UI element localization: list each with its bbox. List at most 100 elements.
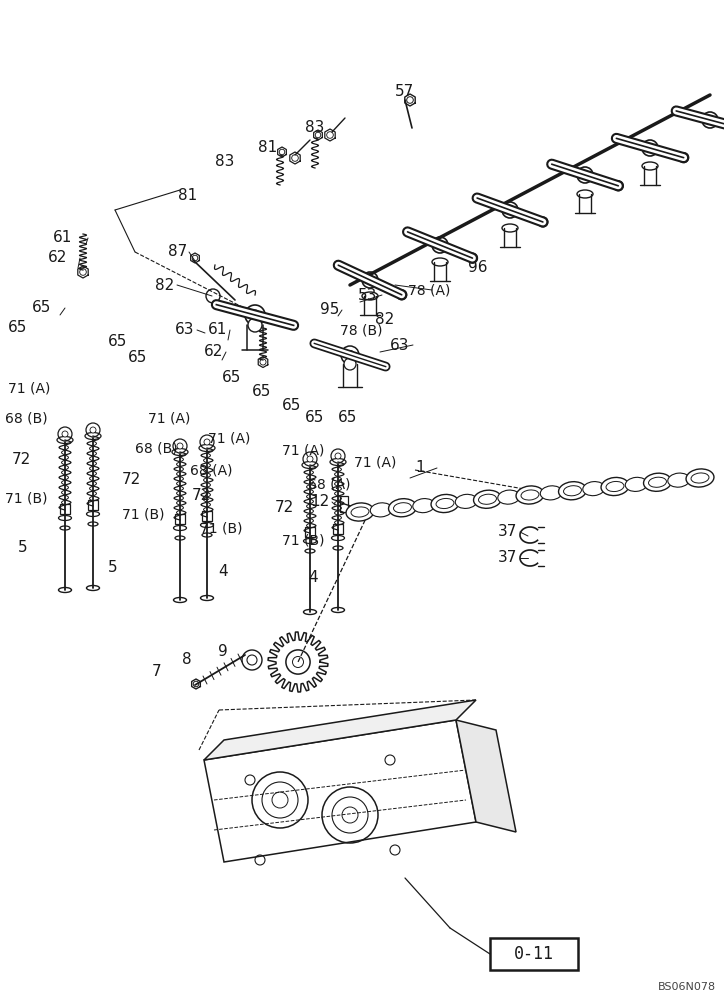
Ellipse shape: [86, 585, 99, 590]
Bar: [490, 938, 578, 970]
Text: 68 (B): 68 (B): [135, 441, 177, 455]
Ellipse shape: [563, 486, 581, 496]
Ellipse shape: [606, 481, 624, 492]
Text: 71 (B): 71 (B): [282, 533, 324, 547]
Ellipse shape: [174, 597, 187, 602]
Circle shape: [335, 453, 341, 459]
Circle shape: [642, 140, 658, 156]
Ellipse shape: [473, 490, 502, 508]
Text: 65: 65: [222, 370, 241, 385]
Text: 65: 65: [305, 410, 324, 426]
Circle shape: [242, 650, 262, 670]
Text: 8: 8: [182, 652, 192, 668]
Ellipse shape: [626, 477, 647, 491]
Text: 63: 63: [390, 338, 410, 353]
Ellipse shape: [332, 536, 345, 540]
Text: 81: 81: [178, 188, 197, 204]
Bar: [202, 511, 212, 521]
Ellipse shape: [455, 494, 477, 508]
Text: 61: 61: [208, 322, 227, 338]
Ellipse shape: [389, 499, 416, 517]
Ellipse shape: [479, 494, 497, 504]
Ellipse shape: [516, 486, 544, 504]
Text: 0-11: 0-11: [514, 945, 554, 963]
Text: 9: 9: [218, 645, 228, 660]
Circle shape: [307, 456, 313, 462]
Text: 71 (B): 71 (B): [5, 491, 48, 505]
Text: 65: 65: [282, 398, 301, 414]
Circle shape: [502, 202, 518, 218]
Text: 37: 37: [498, 524, 518, 540]
Ellipse shape: [601, 477, 629, 496]
Text: 96: 96: [468, 260, 487, 275]
Ellipse shape: [431, 494, 459, 513]
Circle shape: [292, 656, 303, 668]
Text: 57: 57: [395, 85, 414, 100]
Text: 78 (B): 78 (B): [340, 323, 382, 337]
Text: 72: 72: [122, 473, 141, 488]
Circle shape: [468, 253, 477, 263]
Text: 37: 37: [498, 550, 518, 566]
Ellipse shape: [521, 490, 539, 500]
Text: 81: 81: [258, 140, 277, 155]
Text: 65: 65: [8, 320, 28, 336]
Circle shape: [362, 272, 378, 288]
Circle shape: [678, 153, 689, 163]
Ellipse shape: [558, 482, 586, 500]
Ellipse shape: [540, 486, 563, 500]
Text: 72: 72: [192, 488, 211, 504]
Text: 12: 12: [310, 494, 329, 510]
Text: 63: 63: [175, 322, 195, 338]
Circle shape: [538, 217, 548, 227]
Ellipse shape: [351, 507, 369, 517]
Ellipse shape: [644, 473, 671, 491]
Ellipse shape: [172, 448, 188, 456]
Circle shape: [62, 431, 68, 437]
Circle shape: [702, 112, 718, 128]
Text: BS06N078: BS06N078: [658, 982, 716, 992]
Text: 71 (B): 71 (B): [122, 508, 164, 522]
Text: 82: 82: [375, 312, 395, 328]
Ellipse shape: [330, 458, 346, 466]
Text: 53: 53: [358, 288, 377, 302]
Ellipse shape: [59, 516, 72, 520]
Bar: [333, 524, 343, 534]
Bar: [60, 504, 70, 514]
Text: 82: 82: [155, 277, 174, 292]
Text: 65: 65: [108, 334, 127, 350]
Ellipse shape: [174, 526, 187, 530]
Ellipse shape: [394, 503, 411, 513]
Ellipse shape: [85, 432, 101, 440]
Ellipse shape: [686, 469, 714, 487]
Text: 71 (A): 71 (A): [148, 411, 190, 425]
Ellipse shape: [436, 498, 454, 509]
Ellipse shape: [370, 503, 392, 517]
Bar: [88, 500, 98, 510]
Text: 71 (A): 71 (A): [8, 381, 51, 395]
Bar: [305, 527, 315, 537]
Bar: [340, 496, 348, 512]
Text: 62: 62: [48, 250, 67, 265]
Text: 65: 65: [338, 410, 358, 426]
Ellipse shape: [303, 538, 316, 544]
Text: 5: 5: [18, 540, 28, 556]
Text: 71 (A): 71 (A): [208, 431, 251, 445]
Polygon shape: [456, 720, 516, 832]
Ellipse shape: [691, 473, 709, 483]
Circle shape: [613, 181, 623, 191]
Bar: [175, 514, 185, 524]
Text: 72: 72: [275, 500, 294, 516]
Ellipse shape: [201, 595, 214, 600]
Circle shape: [432, 237, 448, 253]
Ellipse shape: [668, 473, 690, 487]
Text: 68 (A): 68 (A): [190, 463, 232, 477]
Text: 68 (B): 68 (B): [5, 411, 48, 425]
Ellipse shape: [302, 462, 318, 468]
Text: 83: 83: [215, 154, 235, 169]
Circle shape: [577, 167, 593, 183]
Circle shape: [245, 305, 265, 325]
Text: 68 (A): 68 (A): [308, 477, 350, 491]
Text: 65: 65: [252, 384, 272, 399]
Circle shape: [341, 346, 359, 364]
Text: 71 (B): 71 (B): [200, 521, 243, 535]
